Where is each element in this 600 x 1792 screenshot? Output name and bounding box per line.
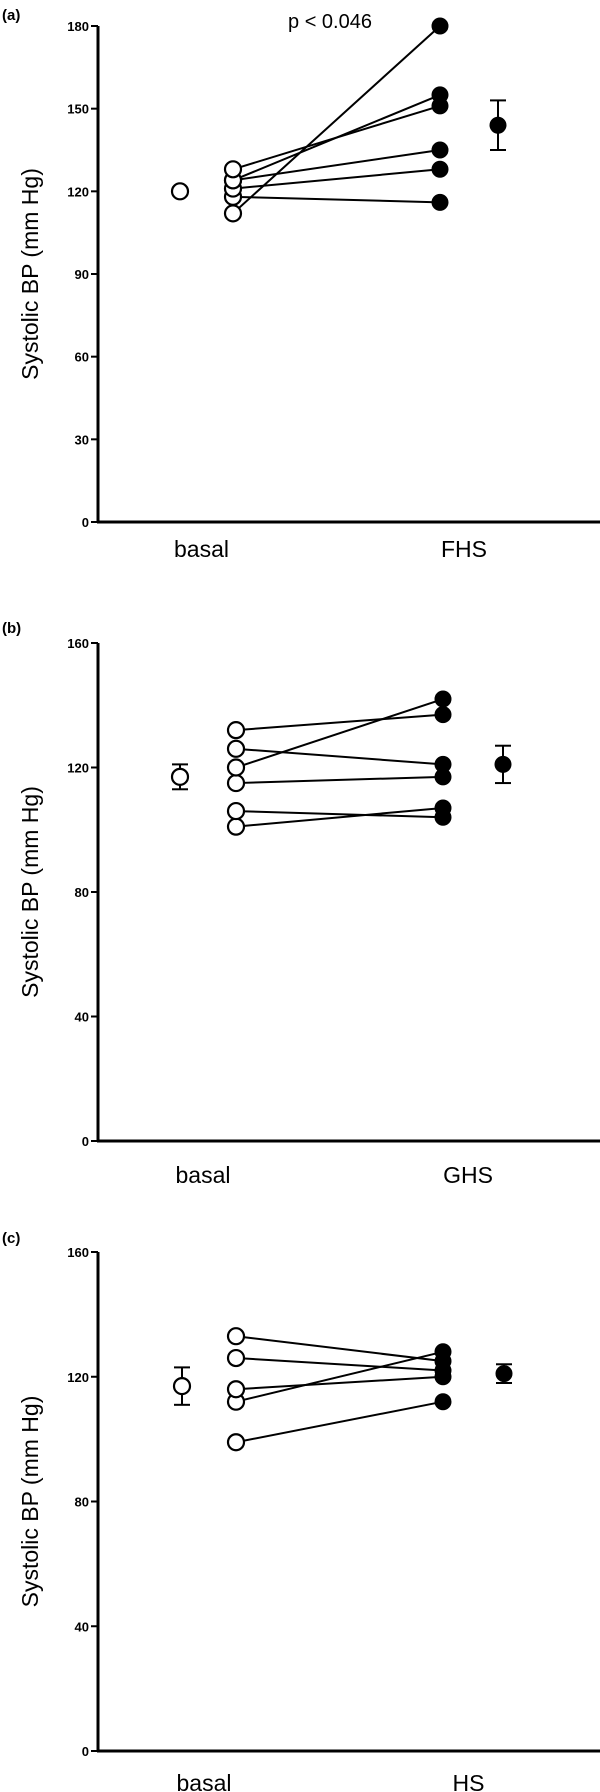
- y-tick-label: 160: [67, 1245, 89, 1260]
- pair-line: [235, 1375, 444, 1391]
- pair-line: [235, 775, 444, 785]
- post-point: [431, 193, 449, 211]
- basal-summary-mean-point: [170, 182, 190, 201]
- pair-line: [232, 195, 441, 204]
- pair-line: [235, 810, 444, 819]
- y-axis-label: Systolic BP (mm Hg): [17, 168, 43, 380]
- y-tick-label: 150: [67, 102, 89, 117]
- y-tick-label: 180: [67, 19, 89, 34]
- basal-point: [223, 204, 243, 223]
- post-point: [434, 690, 452, 708]
- pair-line: [235, 747, 444, 766]
- post-point: [431, 160, 449, 178]
- y-tick-label: 120: [67, 761, 89, 776]
- y-tick-label: 40: [75, 1010, 89, 1025]
- panel-label: (a): [2, 7, 20, 24]
- post-point: [434, 755, 452, 773]
- y-tick-label: 60: [75, 350, 89, 365]
- y-tick-label: 120: [67, 1370, 89, 1385]
- basal-point: [226, 739, 246, 758]
- y-tick-label: 80: [75, 885, 89, 900]
- x-category-label: HS: [453, 1770, 485, 1792]
- basal-point: [226, 773, 246, 793]
- post-point: [434, 706, 452, 724]
- pair-line: [232, 25, 441, 215]
- panel-1: (a) 0 30 60 90 120 150 180 Systolic BP (mm Hg) ba…: [2, 7, 600, 562]
- post-summary-mean-point: [489, 116, 507, 134]
- x-category-label: basal: [177, 1770, 232, 1792]
- y-tick-label: 80: [75, 1495, 89, 1510]
- panel-2: (b) 0 40 80 120 160 Systolic BP (mm Hg) basal GH…: [2, 620, 600, 1188]
- post-summary-mean-point: [495, 1365, 513, 1383]
- pair-line: [235, 1357, 444, 1372]
- y-tick-label: 0: [82, 515, 89, 530]
- significance-annotation: p < 0.046: [288, 11, 372, 33]
- post-point: [434, 808, 452, 826]
- y-tick-label: 120: [67, 184, 89, 199]
- pair-line: [232, 104, 441, 171]
- y-axis-label: Systolic BP (mm Hg): [17, 786, 43, 998]
- basal-point: [223, 160, 243, 179]
- y-tick-label: 0: [82, 1744, 89, 1759]
- pair-line: [235, 1335, 444, 1363]
- x-category-label: FHS: [441, 536, 487, 562]
- post-summary-mean-point: [494, 755, 512, 773]
- y-tick-label: 160: [67, 636, 89, 651]
- basal-point: [226, 1433, 246, 1452]
- panel-3: (c) 0 40 80 120 160 Systolic BP (mm Hg) basal HS: [2, 1230, 600, 1792]
- post-point: [434, 1352, 452, 1370]
- pair-line: [235, 806, 444, 828]
- basal-point: [226, 801, 246, 821]
- y-tick-label: 0: [82, 1134, 89, 1149]
- pair-line: [235, 1350, 444, 1403]
- panel-label: (c): [2, 1230, 20, 1247]
- x-category-label: GHS: [443, 1162, 493, 1188]
- x-category-label: basal: [174, 536, 229, 562]
- basal-summary-mean-point: [172, 1377, 192, 1396]
- post-point: [434, 1393, 452, 1411]
- pair-line: [235, 713, 444, 732]
- pair-line: [232, 149, 441, 182]
- basal-point: [226, 1348, 246, 1368]
- x-category-label: basal: [176, 1162, 231, 1188]
- basal-point: [226, 817, 246, 836]
- basal-point: [226, 1327, 246, 1346]
- panel-label: (b): [2, 620, 21, 637]
- basal-point: [226, 721, 246, 740]
- post-point: [431, 97, 449, 115]
- y-tick-label: 30: [75, 432, 89, 447]
- pair-line: [235, 1400, 444, 1444]
- y-tick-label: 40: [75, 1619, 89, 1634]
- post-point: [431, 17, 449, 35]
- basal-point: [226, 1380, 246, 1399]
- y-axis-label: Systolic BP (mm Hg): [17, 1396, 43, 1608]
- basal-point: [226, 758, 246, 777]
- pair-line: [232, 168, 441, 190]
- basal-summary-mean-point: [170, 767, 190, 786]
- y-tick-label: 90: [75, 267, 89, 282]
- post-point: [431, 141, 449, 159]
- pair-line: [235, 698, 444, 769]
